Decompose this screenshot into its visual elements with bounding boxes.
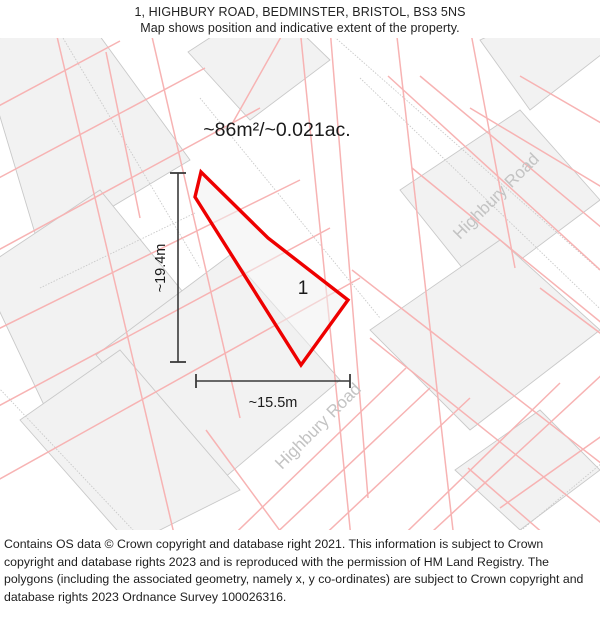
parcel-boundary-line bbox=[351, 269, 600, 464]
parcel-boundary-line bbox=[369, 337, 600, 523]
building-polygon bbox=[399, 109, 600, 291]
parcel-boundary-line bbox=[467, 467, 541, 530]
map-header: 1, HIGHBURY ROAD, BEDMINSTER, BRISTOL, B… bbox=[0, 0, 600, 38]
parcel-boundary-line bbox=[237, 367, 407, 530]
building-guide-line bbox=[359, 77, 600, 310]
parcel-boundary-line bbox=[330, 38, 369, 499]
parcel-boundary-line bbox=[105, 51, 141, 219]
property-boundary-polygon[interactable] bbox=[193, 168, 351, 369]
parcel-boundary-lines-group bbox=[0, 38, 600, 530]
parcel-boundary-line bbox=[0, 67, 206, 179]
building-polygon bbox=[369, 239, 600, 431]
parcel-boundary-line bbox=[419, 75, 600, 228]
parcel-boundary-line bbox=[387, 75, 600, 271]
parcel-boundary-line bbox=[231, 38, 282, 125]
parcel-boundary-line bbox=[471, 38, 516, 269]
building-guide-line bbox=[335, 38, 600, 272]
parcel-boundary-line bbox=[0, 107, 261, 250]
parcel-boundary-line bbox=[519, 75, 600, 124]
building-guide-line bbox=[199, 97, 381, 319]
vertical-dimension: ~19.4m bbox=[153, 172, 186, 363]
map-subtitle: Map shows position and indicative extent… bbox=[140, 21, 460, 35]
map-svg: 1 ~86m²/~0.021ac. ~19.4m ~15.5m Highbury… bbox=[0, 38, 600, 530]
parcel-boundary-line bbox=[432, 375, 600, 530]
vertical-dimension-label: ~19.4m bbox=[153, 244, 169, 293]
building-polygon bbox=[479, 38, 600, 111]
parcel-boundary-line bbox=[0, 40, 121, 107]
horizontal-dimension-label: ~15.5m bbox=[249, 395, 298, 411]
parcel-boundary-line bbox=[411, 167, 600, 323]
building-guide-line bbox=[62, 38, 201, 269]
parcel-boundary-line bbox=[151, 38, 241, 419]
map-canvas[interactable]: 1 ~86m²/~0.021ac. ~19.4m ~15.5m Highbury… bbox=[0, 38, 600, 530]
copyright-footer: Contains OS data © Crown copyright and d… bbox=[0, 534, 600, 606]
parcel-boundary-line bbox=[396, 38, 454, 530]
horizontal-dimension: ~15.5m bbox=[195, 374, 351, 411]
building-guide-line bbox=[0, 388, 134, 530]
building-polygon bbox=[0, 38, 191, 251]
copyright-text: Contains OS data © Crown copyright and d… bbox=[4, 537, 584, 604]
parcel-boundary-line bbox=[469, 107, 600, 187]
parcel-boundary-line bbox=[278, 387, 431, 530]
parcel-boundary-line bbox=[539, 287, 600, 334]
building-polygons-group bbox=[0, 38, 600, 530]
parcel-boundary-line bbox=[0, 179, 301, 329]
area-label: ~86m²/~0.021ac. bbox=[203, 119, 350, 141]
parcel-boundary-line bbox=[328, 397, 471, 530]
building-polygon bbox=[19, 349, 241, 530]
parcel-boundary-line bbox=[205, 429, 281, 530]
parcel-boundary-line bbox=[499, 436, 600, 509]
page-title: 1, HIGHBURY ROAD, BEDMINSTER, BRISTOL, B… bbox=[134, 5, 466, 19]
parcel-boundary-line bbox=[56, 38, 174, 530]
plot-number-label: 1 bbox=[298, 278, 309, 299]
building-polygon bbox=[187, 38, 331, 121]
building-guide-line bbox=[520, 464, 600, 530]
